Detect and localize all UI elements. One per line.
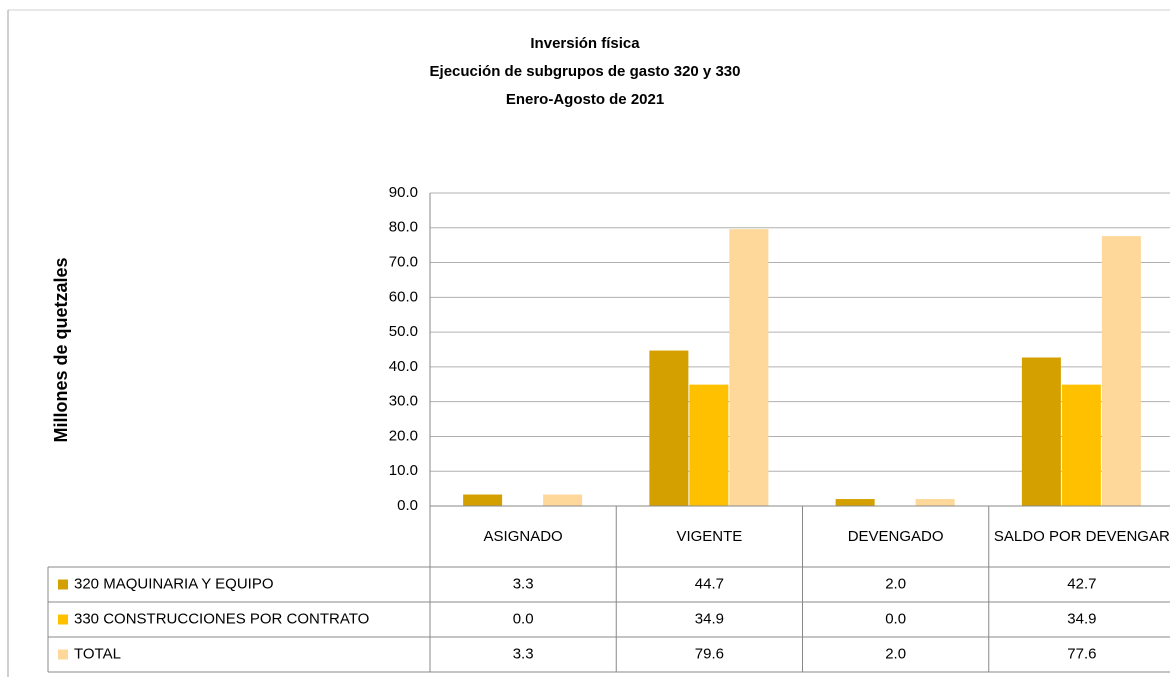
legend-label: TOTAL: [74, 645, 121, 662]
table-value: 79.6: [695, 645, 724, 662]
y-tick-label: 30.0: [389, 393, 418, 410]
legend-key: [58, 649, 68, 660]
y-tick-label: 40.0: [389, 358, 418, 375]
table-value: 2.0: [885, 575, 906, 592]
x-tick-label: DEVENGADO: [847, 527, 944, 545]
x-tick-label: ASIGNADO: [483, 527, 563, 545]
y-tick-label: 0.0: [397, 497, 418, 514]
bar: [1021, 357, 1061, 506]
table-value: 42.7: [1067, 575, 1096, 592]
bar: [543, 494, 583, 506]
legend-key: [58, 614, 68, 625]
legend-key: [58, 579, 68, 590]
y-tick-label: 80.0: [389, 219, 418, 236]
legend-label: 320 MAQUINARIA Y EQUIPO: [74, 575, 274, 592]
x-tick-label: VIGENTE: [676, 527, 743, 545]
table-value: 77.6: [1067, 645, 1096, 662]
y-tick-label: 90.0: [389, 184, 418, 201]
category-cell: DEVENGADO: [847, 527, 944, 545]
chart-title: Inversión física: [530, 35, 640, 52]
table-value: 34.9: [1067, 610, 1096, 627]
bar: [689, 384, 729, 506]
y-axis-label: Millones de quetzales: [51, 257, 71, 442]
table-value: 3.3: [513, 645, 534, 662]
chart-subtitle: Ejecución de subgrupos de gasto 320 y 33…: [430, 63, 741, 80]
bar: [463, 494, 503, 506]
legend-label: 330 CONSTRUCCIONES POR CONTRATO: [74, 610, 369, 627]
bar: [1101, 236, 1141, 506]
y-tick-label: 60.0: [389, 288, 418, 305]
table-value: 0.0: [885, 610, 906, 627]
bar: [835, 499, 875, 506]
category-cell: SALDO POR DEVENGAR: [993, 527, 1170, 545]
y-tick-label: 70.0: [389, 254, 418, 271]
bar: [649, 350, 689, 506]
table-value: 34.9: [695, 610, 724, 627]
table-value: 44.7: [695, 575, 724, 592]
y-tick-label: 20.0: [389, 427, 418, 444]
x-tick-label: SALDO POR DEVENGAR: [993, 527, 1170, 545]
category-cell: VIGENTE: [676, 527, 743, 545]
bar: [915, 499, 955, 506]
table-value: 0.0: [513, 610, 534, 627]
bar: [729, 229, 769, 506]
table-value: 3.3: [513, 575, 534, 592]
y-tick-label: 50.0: [389, 323, 418, 340]
y-tick-label: 10.0: [389, 462, 418, 479]
category-cell: ASIGNADO: [483, 527, 563, 545]
chart-subtitle: Enero-Agosto de 2021: [506, 91, 664, 108]
table-value: 2.0: [885, 645, 906, 662]
bar: [1061, 384, 1101, 506]
